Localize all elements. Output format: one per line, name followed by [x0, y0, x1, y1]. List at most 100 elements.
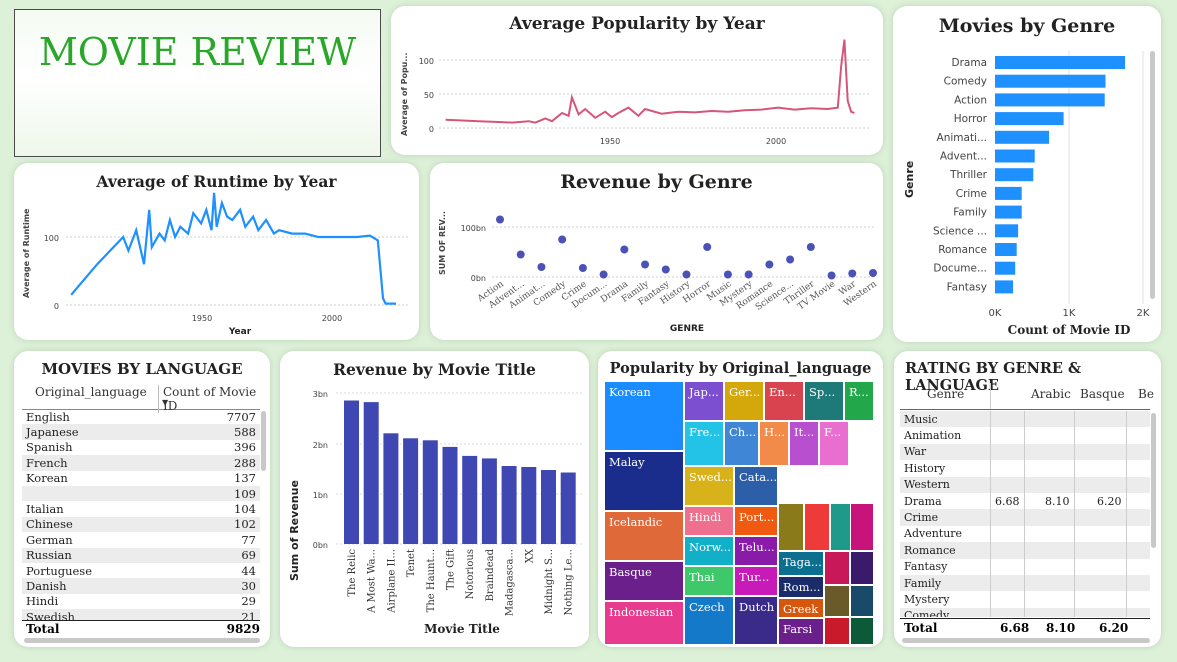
header-genre[interactable]: Genre — [927, 387, 965, 401]
treemap-cell[interactable] — [850, 503, 874, 551]
matrix-body[interactable]: Music Animation War History Western Drama 6.68… — [900, 411, 1150, 617]
table-row[interactable]: Spanish 396 — [22, 440, 260, 455]
genre-bar — [995, 149, 1035, 163]
treemap-cell[interactable]: Ger... — [724, 381, 764, 421]
treemap-cell[interactable]: It... — [789, 421, 819, 466]
table-row[interactable]: German 77 — [22, 532, 260, 547]
table-row[interactable]: English 7707 — [22, 409, 260, 424]
table-row[interactable]: Comedy — [900, 607, 1150, 617]
revenue-by-genre-panel[interactable]: Revenue by Genre SUM OF REV... 100bn 0bn… — [430, 163, 883, 340]
chart-title: Revenue by Movie Title — [333, 360, 536, 379]
treemap-cell[interactable]: Swed... — [684, 466, 734, 506]
treemap-cell[interactable]: F... — [819, 421, 849, 466]
treemap-cell[interactable]: Hindi — [684, 506, 734, 536]
treemap-cell[interactable]: Tur... — [734, 566, 778, 596]
table-row[interactable]: Crime — [900, 509, 1150, 526]
rating-cell — [1074, 411, 1127, 428]
table-row[interactable]: Russian 69 — [22, 547, 260, 563]
treemap-cell[interactable]: Czech — [684, 596, 734, 645]
treemap-cell[interactable] — [804, 503, 830, 551]
treemap-cell[interactable]: Dutch — [734, 596, 778, 645]
table-row[interactable]: Romance — [900, 542, 1150, 559]
treemap-cell[interactable] — [850, 551, 874, 585]
treemap-cell[interactable]: Sp... — [804, 381, 844, 421]
treemap-cell[interactable] — [824, 551, 850, 585]
table-row[interactable]: 109 — [22, 485, 260, 502]
treemap-cell[interactable]: Norw... — [684, 536, 734, 566]
treemap-cell[interactable]: Thai — [684, 566, 734, 596]
rating-table: Music Animation War History Western Drama 6.68… — [900, 411, 1150, 617]
table-row[interactable]: Mystery — [900, 591, 1150, 608]
table-row[interactable]: Danish 30 — [22, 578, 260, 594]
treemap-cell[interactable]: Ch... — [724, 421, 759, 466]
treemap-cell[interactable]: Basque — [604, 561, 684, 601]
movies-by-genre-panel[interactable]: Movies by Genre Genre 0K 1K 2K Count of … — [893, 6, 1161, 342]
table-row[interactable]: Music — [900, 411, 1150, 428]
treemap-cell[interactable]: H... — [759, 421, 789, 466]
rating-matrix-panel[interactable]: RATING BY GENRE & LANGUAGE Genre Arabic … — [894, 351, 1161, 647]
revenue-by-movie-title-panel[interactable]: Revenue by Movie Title Sum of Revenue 3b… — [280, 351, 589, 647]
treemap-cell[interactable]: Indonesian — [604, 601, 684, 645]
treemap-cell[interactable] — [850, 585, 874, 617]
treemap-cell[interactable] — [824, 585, 850, 617]
treemap-cell[interactable]: R... — [844, 381, 874, 421]
horizontal-scrollbar[interactable] — [902, 638, 1150, 643]
movies-by-language-panel[interactable]: MOVIES BY LANGUAGE Original_language Cou… — [14, 351, 270, 647]
treemap-cell[interactable]: Rom... — [778, 576, 824, 598]
treemap-cell[interactable]: En... — [764, 381, 804, 421]
header-basque[interactable]: Basque — [1080, 387, 1125, 401]
table-body[interactable]: English 7707 Japanese 588 Spanish 396 French 28… — [22, 409, 260, 621]
header-be[interactable]: Be — [1138, 387, 1154, 401]
table-row[interactable]: Swedish 21 — [22, 609, 260, 621]
treemap-cell[interactable]: Port... — [734, 506, 778, 536]
header-arabic[interactable]: Arabic — [1031, 387, 1071, 401]
table-row[interactable]: Family — [900, 574, 1150, 592]
genre-cell: Comedy — [900, 607, 991, 617]
table-row[interactable]: Western — [900, 476, 1150, 493]
genre-cell: Fantasy — [900, 558, 991, 575]
table-row[interactable]: History — [900, 460, 1150, 477]
table-row[interactable]: French 288 — [22, 455, 260, 471]
treemap-cell[interactable] — [824, 617, 850, 645]
scrollbar[interactable] — [1150, 51, 1155, 299]
table-row[interactable]: Portuguese 44 — [22, 563, 260, 578]
table-row[interactable]: Animation — [900, 427, 1150, 444]
table-row[interactable]: Korean 137 — [22, 471, 260, 486]
treemap-cell[interactable]: Farsi — [778, 618, 824, 645]
table-row[interactable]: War — [900, 443, 1150, 461]
treemap-cell[interactable]: Icelandic — [604, 511, 684, 561]
treemap-cell[interactable] — [778, 503, 804, 551]
popularity-by-year-panel[interactable]: Average Popularity by Year Average of Po… — [391, 6, 883, 155]
treemap-cell[interactable]: Telu... — [734, 536, 778, 566]
table-row[interactable]: Hindi 29 — [22, 594, 260, 609]
table-row[interactable]: Adventure — [900, 525, 1150, 543]
treemap-cell[interactable]: Taga... — [778, 551, 824, 576]
header-language[interactable]: Original_language — [35, 385, 147, 399]
runtime-by-year-panel[interactable]: Average of Runtime by Year Average of Ru… — [14, 163, 419, 340]
table-row[interactable]: Drama 6.68 8.10 6.20 — [900, 492, 1150, 510]
horizontal-scrollbar[interactable] — [24, 638, 260, 643]
vertical-scrollbar[interactable] — [261, 411, 266, 471]
language-cell: German — [26, 532, 73, 547]
table-row[interactable]: Italian 104 — [22, 501, 260, 516]
language-cell: French — [22, 455, 181, 471]
treemap-cell[interactable]: Greek — [778, 598, 824, 618]
treemap-cell[interactable] — [850, 617, 874, 645]
popularity-language-treemap-panel[interactable]: Popularity by Original_language Korean Ja… — [598, 351, 883, 647]
table-row[interactable]: Fantasy — [900, 558, 1150, 575]
sort-descending-icon[interactable]: ▼ — [162, 398, 169, 407]
treemap-cell[interactable]: Korean — [604, 381, 684, 451]
rating-cell — [990, 525, 1025, 543]
rating-cell — [1024, 476, 1075, 493]
vertical-scrollbar[interactable] — [1151, 413, 1156, 548]
x-axis-title: Movie Title — [424, 622, 500, 636]
treemap-cell[interactable]: Malay — [604, 451, 684, 511]
treemap-cell[interactable]: Jap... — [684, 381, 724, 421]
table-row[interactable]: Japanese 588 — [22, 424, 260, 440]
header-count[interactable]: Count of Movie ID — [158, 385, 260, 413]
table-row[interactable]: Chinese 102 — [22, 516, 260, 533]
treemap-cell[interactable]: Fre... — [684, 421, 724, 466]
chart-title: Revenue by Genre — [560, 171, 753, 193]
treemap-cell[interactable]: Cata... — [734, 466, 778, 506]
rating-cell — [990, 460, 1025, 477]
